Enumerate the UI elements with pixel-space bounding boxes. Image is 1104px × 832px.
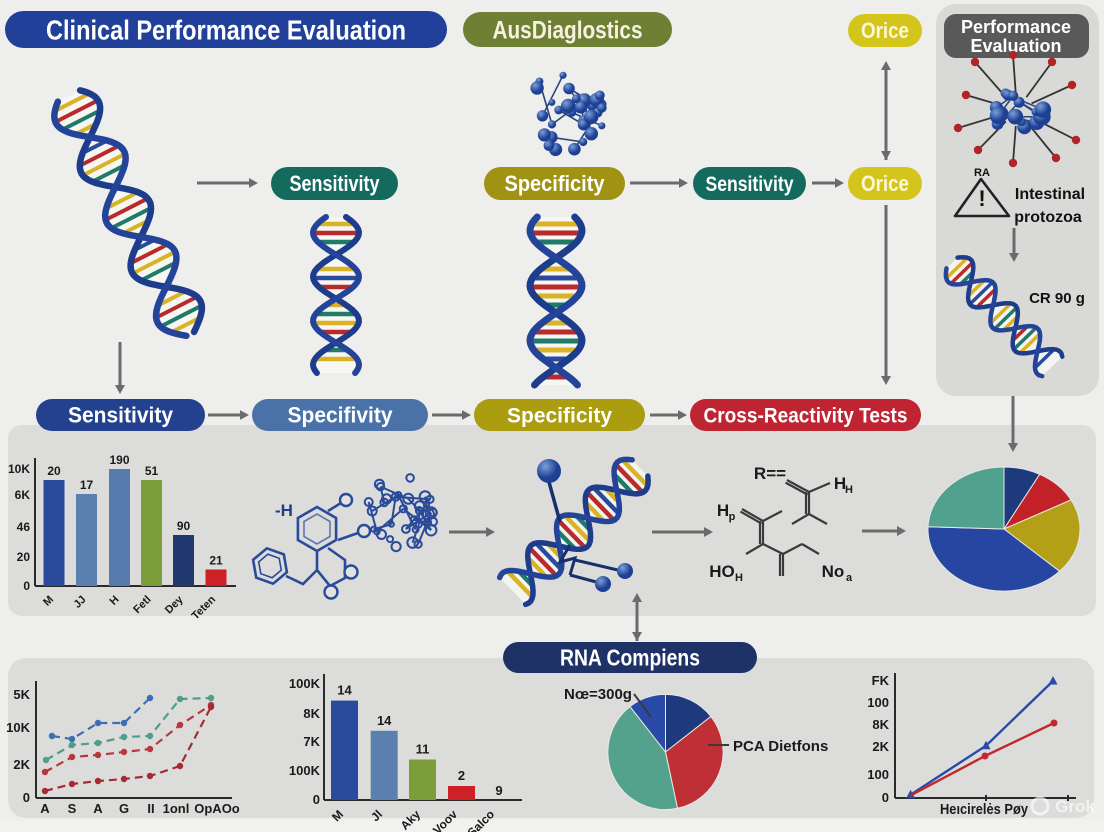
svg-text:FK: FK: [872, 673, 890, 688]
svg-text:Specificity: Specificity: [507, 404, 612, 427]
svg-text:Sensitivity: Sensitivity: [706, 173, 794, 196]
svg-text:0: 0: [313, 792, 320, 807]
svg-text:Nœ=300g: Nœ=300g: [564, 686, 632, 703]
svg-text:100: 100: [867, 767, 889, 782]
svg-text:RA: RA: [974, 167, 990, 179]
svg-text:Orice: Orice: [861, 18, 909, 43]
svg-text:Heıcirelės Pøy: Heıcirelės Pøy: [940, 801, 1029, 818]
svg-text:100K: 100K: [289, 763, 321, 778]
svg-text:20: 20: [47, 464, 61, 478]
svg-text:Specificity: Specificity: [505, 171, 606, 196]
svg-text:A: A: [93, 801, 103, 816]
svg-text:Orice: Orice: [861, 171, 909, 196]
svg-text:H: H: [845, 484, 853, 496]
svg-text:Sensitivity: Sensitivity: [68, 403, 174, 428]
svg-text:II: II: [147, 801, 154, 816]
svg-text:Sensitivity: Sensitivity: [290, 171, 381, 196]
svg-text:H: H: [735, 572, 743, 584]
svg-text:Evaluation: Evaluation: [970, 36, 1061, 56]
svg-text:100K: 100K: [289, 676, 321, 691]
svg-text:1onl: 1onl: [163, 801, 190, 816]
svg-text:17: 17: [80, 478, 94, 492]
svg-text:10K: 10K: [6, 720, 30, 735]
svg-text:-H: -H: [275, 501, 293, 520]
svg-text:0: 0: [882, 790, 889, 805]
svg-text:A: A: [40, 801, 50, 816]
svg-text:R==: R==: [754, 464, 786, 483]
svg-text:a: a: [846, 572, 853, 584]
svg-text:46: 46: [17, 520, 31, 534]
svg-text:OpAOo: OpAOo: [194, 801, 240, 816]
svg-text:90: 90: [177, 519, 191, 533]
svg-text:Cross-Reactivity Tests: Cross-Reactivity Tests: [704, 404, 908, 427]
svg-text:Intestinal: Intestinal: [1015, 186, 1085, 203]
svg-text:Specifivity: Specifivity: [288, 403, 394, 428]
svg-text:HO: HO: [709, 562, 735, 581]
svg-text:RNA Compiens: RNA Compiens: [560, 645, 700, 671]
svg-text:100: 100: [867, 695, 889, 710]
svg-text:8K: 8K: [303, 706, 320, 721]
svg-text:protozoa: protozoa: [1014, 209, 1082, 226]
svg-text:21: 21: [209, 554, 223, 568]
svg-text:14: 14: [377, 713, 392, 728]
svg-text:PCA Dietfons: PCA Dietfons: [733, 738, 828, 755]
svg-text:14: 14: [337, 683, 352, 698]
svg-text:10K: 10K: [8, 462, 30, 476]
svg-text:Performance: Performance: [961, 17, 1071, 37]
svg-text:20: 20: [17, 550, 31, 564]
svg-text:7K: 7K: [303, 734, 320, 749]
svg-text:2: 2: [458, 768, 465, 783]
svg-text:0: 0: [23, 579, 30, 593]
svg-text:5K: 5K: [13, 687, 30, 702]
svg-text:9: 9: [495, 783, 502, 798]
svg-text:Clinical Performance Evaluatio: Clinical Performance Evaluation: [46, 14, 406, 45]
svg-text:H: H: [834, 474, 846, 493]
svg-text:190: 190: [109, 453, 129, 467]
svg-text:6K: 6K: [15, 488, 31, 502]
svg-text:H: H: [717, 501, 729, 520]
svg-text:!: !: [978, 186, 985, 211]
svg-text:2K: 2K: [13, 757, 30, 772]
svg-text:11: 11: [416, 742, 430, 757]
svg-text:No: No: [822, 562, 845, 581]
svg-text:S: S: [68, 801, 77, 816]
svg-text:G: G: [119, 801, 129, 816]
svg-text:Grok: Grok: [1055, 797, 1095, 816]
svg-text:51: 51: [145, 464, 159, 478]
svg-text:0: 0: [23, 790, 30, 805]
svg-text:8K: 8K: [872, 717, 889, 732]
svg-text:2K: 2K: [872, 739, 889, 754]
svg-text:CR 90 g: CR 90 g: [1029, 290, 1085, 307]
svg-text:AusDiaglostics: AusDiaglostics: [493, 16, 643, 44]
svg-text:p: p: [729, 511, 736, 523]
